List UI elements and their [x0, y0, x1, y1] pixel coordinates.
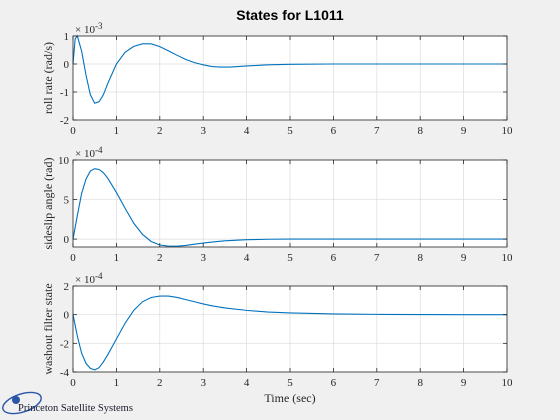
x-tick-label: 10 — [502, 377, 514, 389]
x-tick-label: 7 — [374, 252, 380, 264]
logo-text: Princeton Satellite Systems — [18, 403, 133, 414]
x-tick-label: 9 — [461, 377, 467, 389]
figure-title: States for L1011 — [236, 7, 344, 23]
x-tick-label: 7 — [374, 377, 380, 389]
subplot-2: 0 1 2 3 4 5 6 7 8 9 10 0 5 10 × 10-4 sideslip angle (ra… — [41, 145, 513, 264]
series-line — [72, 168, 507, 247]
x-tick-label: 8 — [417, 252, 423, 264]
x-tick-label: 4 — [244, 377, 250, 389]
y-tick-label: -2 — [60, 115, 69, 127]
y-tick-label: 10 — [58, 155, 70, 167]
x-tick-label: 5 — [287, 252, 293, 264]
x-tick-label: 1 — [114, 377, 120, 389]
x-tick-label: 6 — [331, 125, 337, 137]
x-tick-label: 6 — [331, 252, 337, 264]
x-tick-label: 9 — [461, 252, 467, 264]
x-tick-label: 6 — [331, 377, 337, 389]
x-tick-label: 8 — [417, 377, 423, 389]
y-tick-label: 5 — [64, 195, 70, 207]
x-axis-label: Time (sec) — [264, 391, 315, 405]
y-exponent-label: × 10-3 — [75, 21, 103, 36]
y-exponent-power: -4 — [95, 271, 103, 281]
y-tick-label: -4 — [60, 367, 70, 379]
y-tick-label: 0 — [64, 310, 70, 322]
logo-planet-icon — [12, 396, 20, 404]
x-tick-label: 4 — [244, 252, 250, 264]
y-tick-label: -1 — [60, 87, 69, 99]
y-axis-label: washout filter state — [41, 283, 55, 374]
y-tick-label: 1 — [64, 31, 70, 43]
x-tick-label: 3 — [200, 377, 206, 389]
x-tick-label: 5 — [287, 377, 293, 389]
x-tick-label: 1 — [114, 252, 120, 264]
series-line — [72, 34, 507, 104]
logo-orbit-icon — [2, 391, 42, 415]
subplot-3: 0 1 2 3 4 5 6 7 8 9 10 -4 -2 0 2 × 10-4 washout filter s… — [41, 271, 513, 389]
x-tick-label: 9 — [461, 125, 467, 137]
y-tick-label: 0 — [64, 59, 70, 71]
x-tick-label: 1 — [114, 125, 120, 137]
x-tick-label: 2 — [157, 252, 163, 264]
x-tick-label: 0 — [70, 125, 76, 137]
x-tick-label: 0 — [70, 252, 76, 264]
y-exponent-label: × 10-4 — [75, 271, 103, 286]
y-exponent-power: -4 — [95, 145, 103, 155]
y-tick-label: -2 — [60, 338, 69, 350]
x-tick-label: 2 — [157, 377, 163, 389]
y-exponent-power: -3 — [95, 21, 103, 31]
y-axis-label: roll rate (rad/s) — [41, 42, 55, 114]
company-logo: Princeton Satellite Systems — [2, 391, 133, 415]
x-tick-label: 7 — [374, 125, 380, 137]
x-tick-label: 5 — [287, 125, 293, 137]
subplot-1: 0 1 2 3 4 5 6 7 8 9 10 -2 -1 0 1 × 10-3 roll rate (rad/s… — [41, 21, 513, 137]
y-exponent-label: × 10-4 — [75, 145, 103, 160]
y-tick-label: 0 — [64, 234, 70, 246]
series-line — [72, 295, 507, 371]
x-tick-label: 4 — [244, 125, 250, 137]
x-tick-label: 3 — [200, 252, 206, 264]
x-tick-label: 8 — [417, 125, 423, 137]
x-tick-label: 0 — [70, 377, 76, 389]
x-tick-label: 10 — [502, 125, 514, 137]
x-tick-label: 3 — [200, 125, 206, 137]
x-tick-label: 10 — [502, 252, 514, 264]
y-axis-label: sideslip angle (rad) — [41, 158, 55, 250]
x-tick-label: 2 — [157, 125, 163, 137]
y-tick-label: 2 — [64, 281, 70, 293]
